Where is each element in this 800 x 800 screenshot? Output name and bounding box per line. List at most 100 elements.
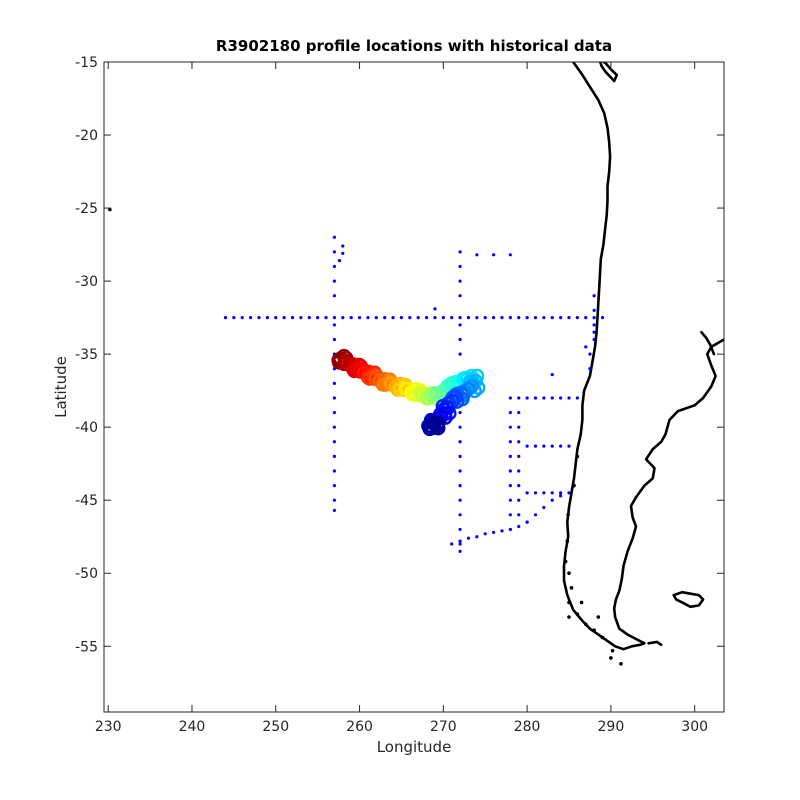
profile-location-marker [423,419,438,434]
historical-point [575,316,579,320]
historical-point [458,549,462,553]
historical-point [508,396,512,400]
historical-point [592,294,596,298]
x-tick-label: 270 [430,719,457,735]
coastline-dot [609,656,613,660]
historical-point [550,372,554,377]
coastline-layer [108,62,724,666]
coastline-island [647,640,663,647]
coastline-dot [575,454,580,459]
y-axis-label: Latitude [52,356,70,418]
historical-point [517,425,521,429]
historical-point [332,279,337,283]
historical-point [458,440,462,444]
coastline-island [672,590,705,609]
historical-point [332,425,337,429]
historical-point [341,251,345,255]
historical-point [357,316,362,320]
coastline-dot [567,615,571,619]
historical-point [517,410,521,415]
historical-point [542,505,546,510]
historical-point [458,279,462,283]
x-axis-label: Longitude [377,738,452,756]
historical-point [458,483,462,488]
coastline-dot [565,539,570,543]
historical-point [550,396,554,400]
historical-point [257,316,261,320]
historical-point [332,323,337,327]
historical-point [508,454,512,458]
historical-point [483,316,487,320]
historical-point [483,532,487,536]
historical-point [517,440,521,444]
historical-point [588,367,592,371]
historical-point [332,250,337,254]
historical-point [391,316,395,320]
coastline-island [598,62,619,83]
historical-point [332,337,337,342]
historical-point [475,253,479,257]
historical-point [458,337,462,342]
historical-point [525,520,529,524]
historical-point [383,316,387,320]
coastline-dot [600,635,605,640]
chart-title: R3902180 profile locations with historic… [216,37,612,55]
historical-point [307,316,311,320]
historical-point [550,444,554,448]
historical-point [517,498,521,502]
coastline-dot [583,622,588,627]
historical-point [416,316,420,320]
historical-point [550,316,554,320]
historical-point [550,498,554,502]
historical-point [491,530,496,534]
historical-point [282,316,286,320]
historical-point [592,308,596,312]
historical-point [466,536,471,540]
historical-point [559,494,563,498]
historical-point [517,524,521,529]
historical-point [332,316,337,320]
coastline-dot [567,600,571,605]
historical-point [533,316,538,320]
historical-point [508,440,512,444]
profile-locations-layer [331,348,486,437]
historical-point [341,316,345,320]
historical-point [525,316,529,320]
historical-point [542,316,546,320]
historical-point [458,498,462,502]
coastline-dot [596,615,601,619]
x-tick-label: 230 [95,719,122,735]
coastline-dot [610,648,615,653]
historical-point [567,316,571,320]
historical-point [265,316,269,320]
historical-point [592,337,596,342]
coastline-island [700,330,716,356]
coastline-dot [619,661,623,666]
historical-point [332,396,337,400]
axis-ticks: 230 240 250 260 270 280 290 300 -15 -20 -25 -30 -35 -… [75,55,724,735]
historical-point [450,316,454,320]
historical-point [366,316,370,320]
y-tick-label: -15 [75,55,98,71]
historical-point [517,316,521,320]
historical-point [584,345,588,349]
historical-point [332,498,337,502]
historical-point [458,264,462,269]
x-tick-label: 300 [681,719,708,735]
historical-point [588,352,592,356]
coastline-dot [566,513,570,517]
historical-point [332,508,337,513]
historical-point [349,316,353,320]
y-tick-label: -20 [75,128,98,144]
coastline-dot [569,586,574,590]
historical-point [525,444,529,448]
historical-point [450,542,454,546]
historical-point [567,491,571,495]
historical-point [517,454,521,458]
x-tick-label: 290 [598,719,625,735]
historical-point [525,396,529,400]
y-tick-label: -35 [75,347,98,363]
historical-point [508,483,512,488]
coastline-dot [592,628,596,633]
